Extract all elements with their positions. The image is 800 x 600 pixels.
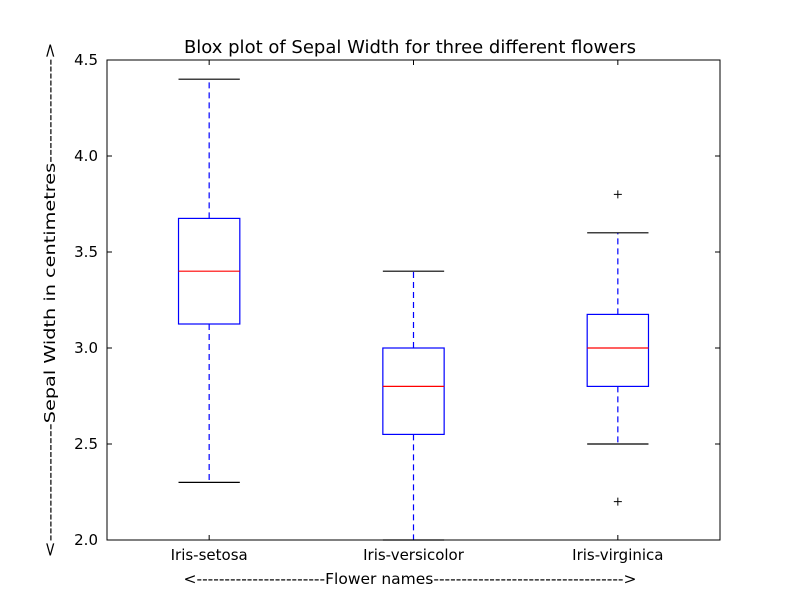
y-tick-label: 2.5 <box>74 435 98 453</box>
box-iqr <box>586 313 650 387</box>
plot-area: 2.0 2.5 3.0 3.5 4.0 4.5 Iris-setosa Iris-versic… <box>74 51 721 564</box>
y-tick-label: 4.0 <box>74 147 98 165</box>
x-axis-label: <-----------------------Flower names----… <box>183 570 636 588</box>
y-axis-label: <-----------------Sepal Width in centime… <box>41 43 59 558</box>
y-tick-label: 3.0 <box>74 339 98 357</box>
chart-title: Blox plot of Sepal Width for three diffe… <box>184 37 636 58</box>
y-tick-label: 3.5 <box>74 243 98 261</box>
outlier-point <box>613 497 622 506</box>
y-tick-label: 4.5 <box>74 51 98 69</box>
outlier-point <box>613 190 622 199</box>
x-tick-label: Iris-virginica <box>572 546 663 564</box>
x-tick-label: Iris-versicolor <box>363 546 465 564</box>
x-tick-label: Iris-setosa <box>171 546 248 564</box>
y-tick-label: 2.0 <box>74 531 98 549</box>
box-iqr <box>382 347 445 436</box>
